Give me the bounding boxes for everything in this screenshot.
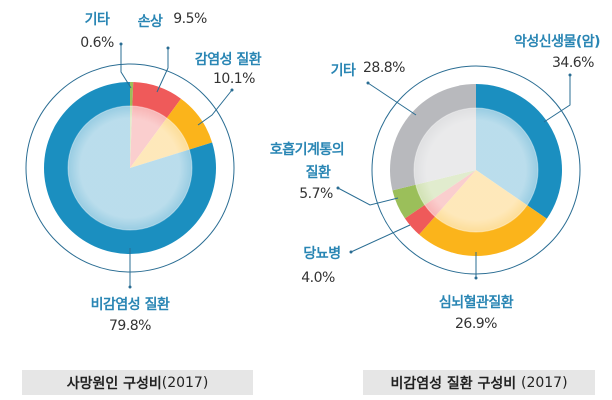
- label-right-resp-line2: 질환: [305, 165, 331, 181]
- label-right-diabetes: 당뇨병: [303, 246, 341, 262]
- leader-lines: [120, 44, 571, 287]
- value-right-resp: 5.7%: [299, 186, 333, 202]
- value-left-infectious: 10.1%: [213, 71, 255, 87]
- leader-dots: [119, 42, 572, 289]
- caption-right: 비감염성 질환 구성비 (2017): [363, 370, 595, 395]
- label-right-resp-line1: 호흡기계통의: [269, 142, 345, 158]
- label-left-infectious: 감염성 질환: [194, 52, 262, 68]
- chart-right: [371, 65, 581, 275]
- value-left-injury: 9.5%: [173, 11, 207, 27]
- label-left-noninfectious: 비감염성 질환: [90, 297, 170, 313]
- label-left-other: 기타: [84, 12, 110, 28]
- leader-right-cancer: [543, 75, 571, 123]
- leader-right-other: [367, 82, 417, 116]
- caption-left-title: 사망원인 구성비: [66, 375, 162, 392]
- chart-left: [25, 63, 235, 273]
- leader-right-diabetes: [350, 224, 411, 253]
- value-right-cancer: 34.6%: [552, 55, 594, 71]
- leader-left-infectious: [197, 89, 233, 126]
- caption-left-year: (2017): [161, 374, 209, 391]
- leader-left-other: [120, 44, 132, 89]
- caption-right-year: (2017): [520, 374, 568, 391]
- caption-left: 사망원인 구성비 (2017): [22, 370, 253, 395]
- value-left-other: 0.6%: [80, 35, 114, 51]
- leader-left-injury: [156, 48, 169, 93]
- label-left-injury: 손상: [137, 14, 163, 30]
- leader-right-resp: [337, 187, 399, 206]
- value-right-diabetes: 4.0%: [301, 270, 335, 286]
- label-right-cardio: 심뇌혈관질환: [438, 295, 514, 311]
- inner-disc: [413, 107, 539, 233]
- caption-right-title: 비감염성 질환 구성비: [390, 375, 517, 392]
- value-right-cardio: 26.9%: [455, 316, 497, 332]
- value-left-noninfectious: 79.8%: [109, 318, 151, 334]
- inner-disc: [67, 105, 193, 231]
- label-right-other: 기타: [330, 63, 356, 79]
- value-right-other: 28.8%: [363, 60, 405, 76]
- label-right-cancer: 악성신생물(암): [513, 34, 601, 50]
